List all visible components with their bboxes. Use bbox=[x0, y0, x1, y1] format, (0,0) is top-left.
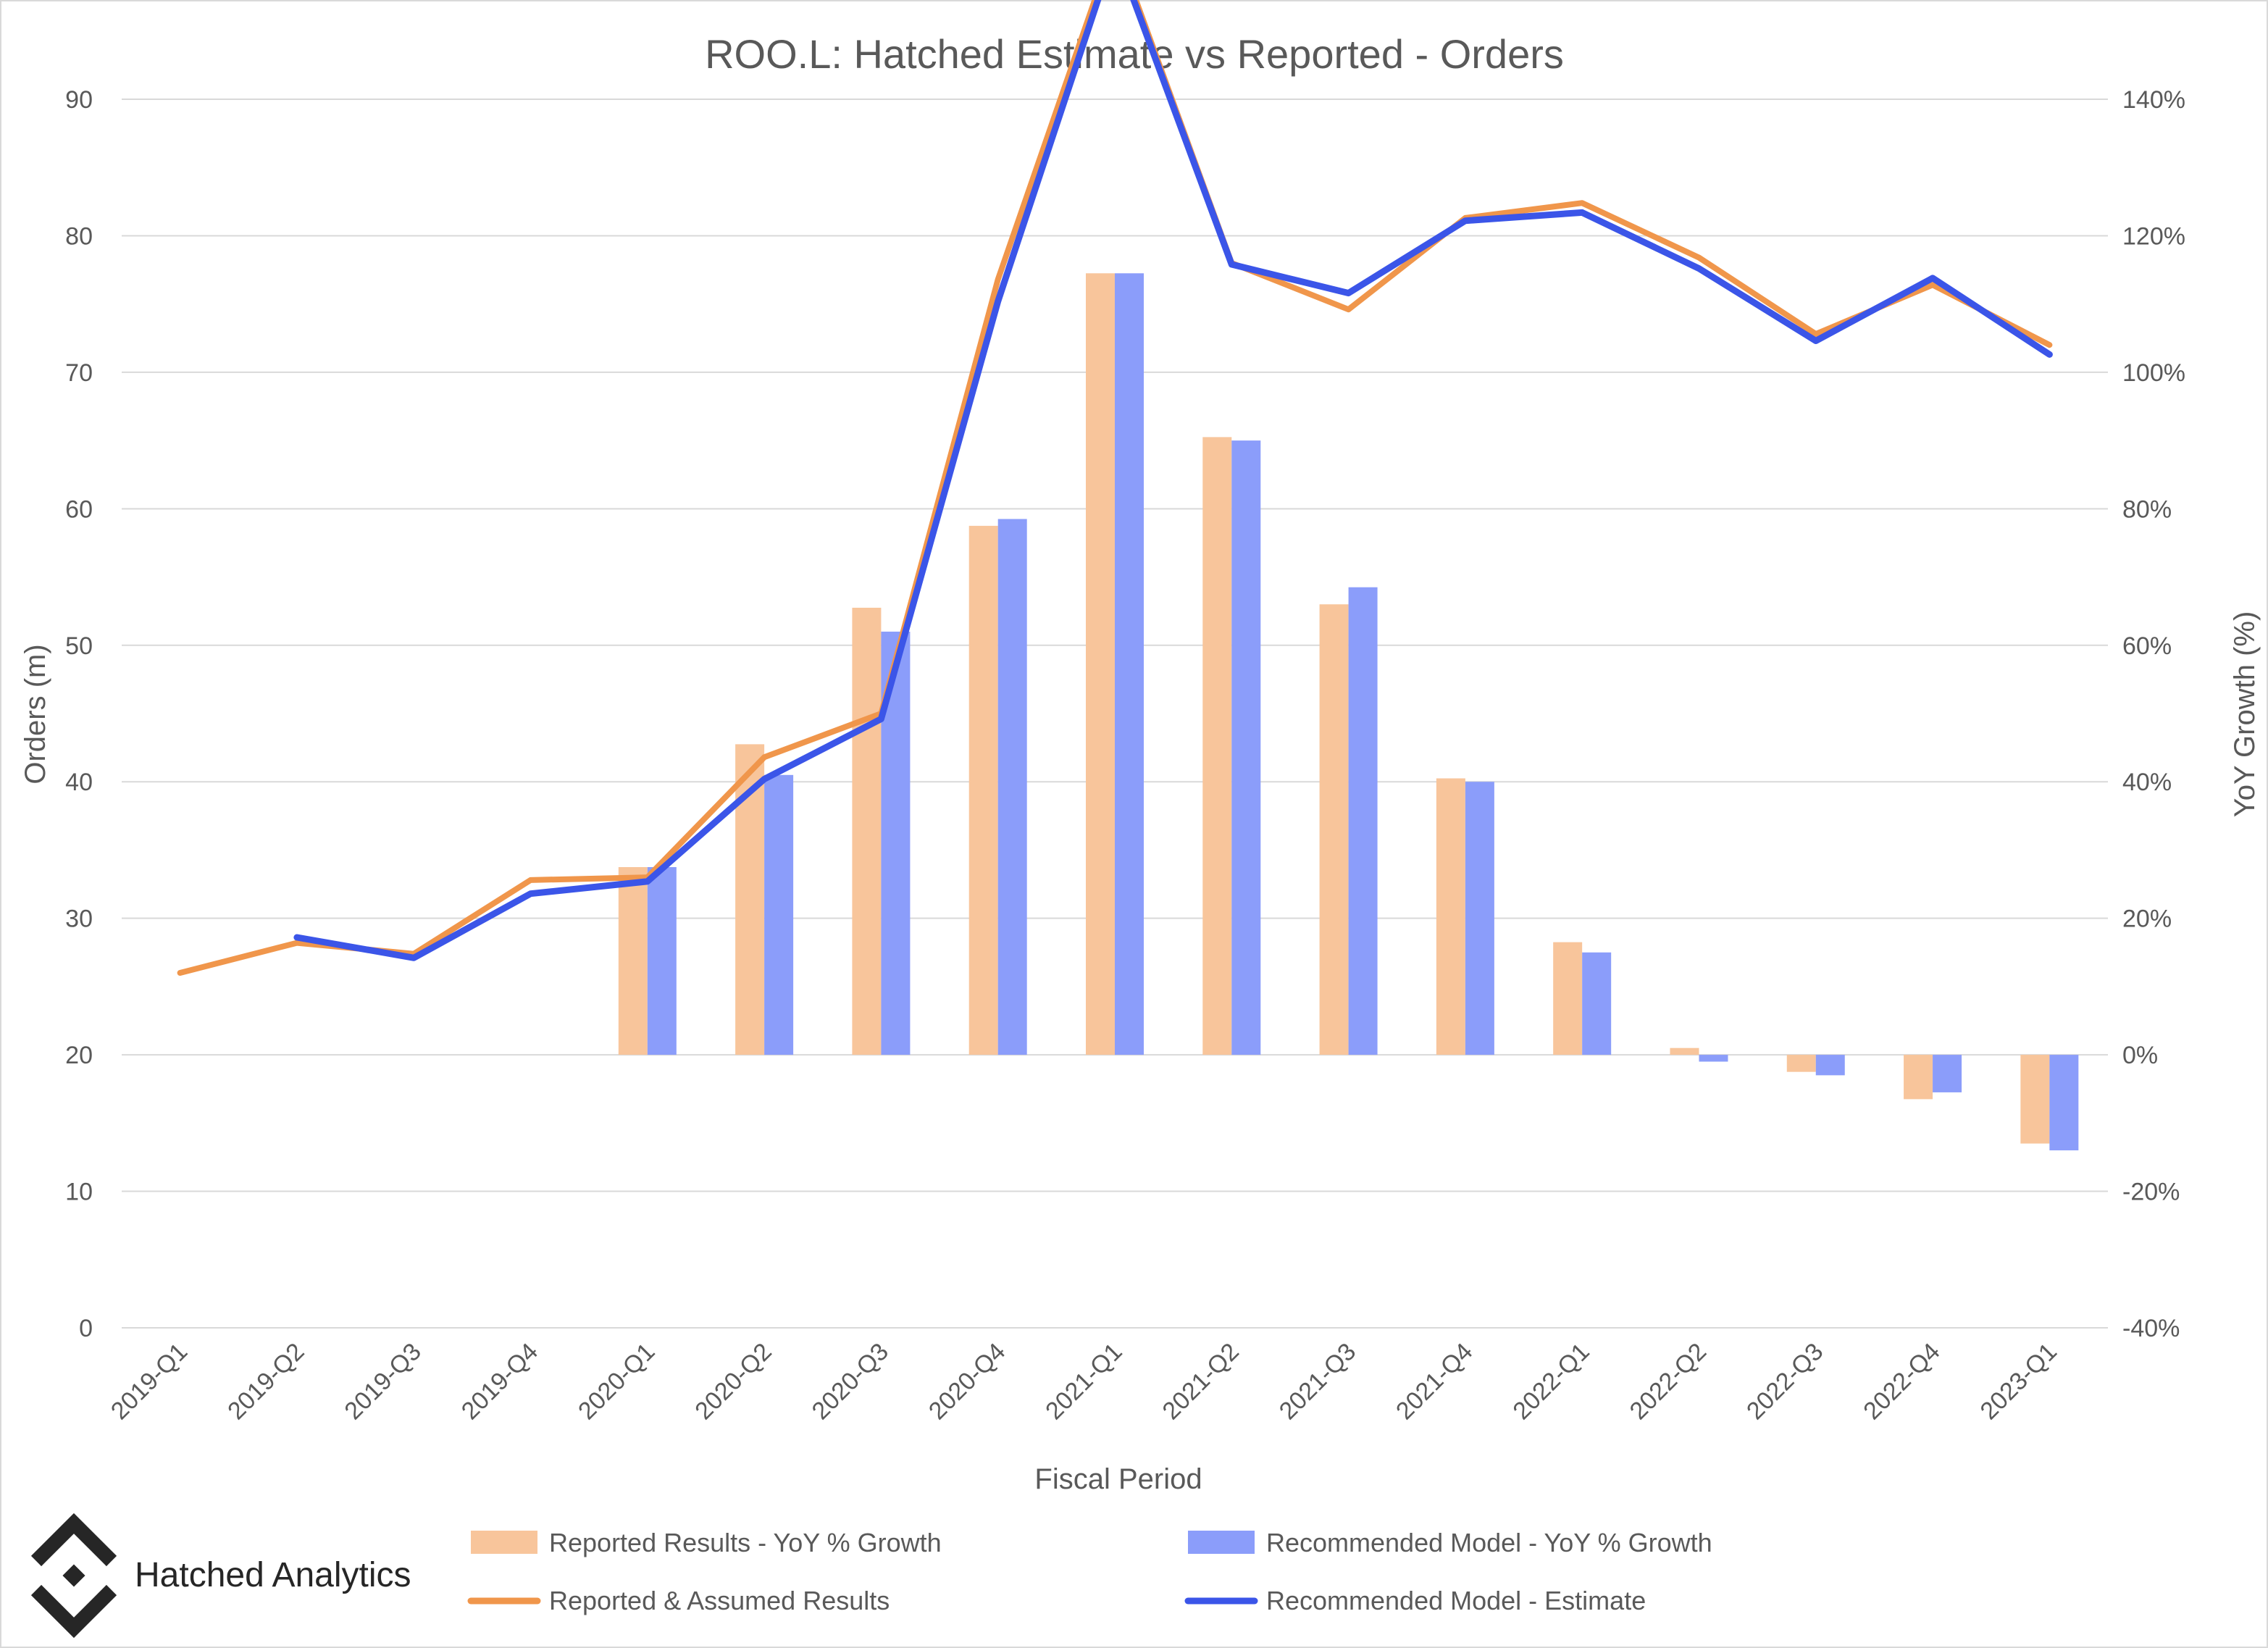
reported-growth-bar bbox=[852, 607, 882, 1055]
left-axis-ticks: 0 10 20 30 40 50 60 70 80 90 bbox=[65, 86, 93, 1342]
reported-growth-bar bbox=[1786, 1055, 1816, 1072]
x-tick-label: 2022-Q2 bbox=[1625, 1338, 1712, 1425]
reported-growth-bar bbox=[1904, 1055, 1933, 1100]
x-tick-label: 2019-Q1 bbox=[106, 1338, 193, 1425]
brand-name: Hatched Analytics bbox=[135, 1556, 411, 1594]
legend-label-model-line: Recommended Model - Estimate bbox=[1266, 1586, 1646, 1615]
x-axis-ticks: 2019-Q1 2019-Q2 2019-Q3 2019-Q4 2020-Q1 2020-… bbox=[106, 1338, 2062, 1425]
x-tick-label: 2019-Q2 bbox=[222, 1338, 309, 1425]
left-axis-label: Orders (m) bbox=[20, 644, 51, 784]
left-tick-label: 80 bbox=[65, 222, 93, 250]
left-tick-label: 40 bbox=[65, 769, 93, 796]
left-tick-label: 0 bbox=[79, 1315, 93, 1342]
model-estimate-line bbox=[293, 0, 2053, 961]
reported-results-line bbox=[177, 0, 2053, 976]
model-growth-bar bbox=[1699, 1055, 1728, 1062]
hatched-diamond-logo bbox=[30, 1513, 117, 1639]
chart-legend: Reported Results - YoY % Growth Recommen… bbox=[467, 1528, 1712, 1615]
x-tick-label: 2022-Q3 bbox=[1741, 1338, 1828, 1425]
x-tick-label: 2021-Q2 bbox=[1158, 1338, 1244, 1425]
model-growth-bar bbox=[1465, 782, 1494, 1055]
right-tick-label: 140% bbox=[2122, 86, 2185, 114]
x-tick-label: 2022-Q4 bbox=[1858, 1338, 1945, 1425]
model-growth-bar bbox=[997, 519, 1027, 1055]
left-tick-label: 60 bbox=[65, 495, 93, 523]
right-tick-label: 60% bbox=[2122, 632, 2172, 660]
reported-growth-bar bbox=[1436, 778, 1465, 1055]
x-tick-label: 2021-Q3 bbox=[1274, 1338, 1361, 1425]
model-growth-bar bbox=[2049, 1055, 2079, 1151]
reported-growth-bar bbox=[1086, 273, 1115, 1055]
left-tick-label: 70 bbox=[65, 359, 93, 387]
model-growth-bar bbox=[1815, 1055, 1845, 1076]
model-growth-bar bbox=[1231, 440, 1261, 1055]
left-tick-label: 50 bbox=[65, 632, 93, 660]
right-tick-label: 40% bbox=[2122, 769, 2172, 796]
x-tick-label: 2021-Q4 bbox=[1391, 1338, 1478, 1425]
x-tick-label: 2020-Q1 bbox=[573, 1338, 660, 1425]
x-tick-label: 2020-Q4 bbox=[924, 1338, 1010, 1425]
reported-growth-bar bbox=[968, 525, 998, 1055]
legend-label-reported-line: Reported & Assumed Results bbox=[549, 1586, 890, 1615]
right-tick-label: 20% bbox=[2122, 905, 2172, 933]
x-tick-label: 2020-Q3 bbox=[807, 1338, 894, 1425]
x-tick-label: 2022-Q1 bbox=[1507, 1338, 1594, 1425]
reported-growth-bar bbox=[2020, 1055, 2050, 1144]
model-growth-bar bbox=[647, 867, 677, 1055]
right-axis-ticks: -40% -20% 0% 20% 40% 60% 80% 100% 120% 140% bbox=[2122, 86, 2185, 1342]
left-tick-label: 20 bbox=[65, 1042, 93, 1069]
x-tick-label: 2021-Q1 bbox=[1040, 1338, 1127, 1425]
reported-growth-bar bbox=[618, 867, 648, 1055]
reported-growth-bar bbox=[1202, 437, 1232, 1055]
legend-swatch-model-growth bbox=[1188, 1531, 1255, 1554]
reported-growth-bar bbox=[1319, 604, 1349, 1055]
right-tick-label: 100% bbox=[2122, 359, 2185, 387]
left-tick-label: 10 bbox=[65, 1179, 93, 1206]
model-growth-bar bbox=[1933, 1055, 1962, 1092]
left-tick-label: 30 bbox=[65, 905, 93, 933]
growth-bars bbox=[618, 273, 2079, 1151]
model-growth-bar bbox=[1348, 587, 1378, 1055]
right-tick-label: 80% bbox=[2122, 495, 2172, 523]
legend-label-model-growth: Recommended Model - YoY % Growth bbox=[1266, 1528, 1712, 1557]
x-tick-label: 2020-Q2 bbox=[690, 1338, 777, 1425]
reported-growth-bar bbox=[1553, 942, 1583, 1055]
x-tick-label: 2019-Q4 bbox=[456, 1338, 543, 1425]
model-growth-bar bbox=[764, 774, 794, 1055]
x-tick-label: 2023-Q1 bbox=[1975, 1338, 2062, 1425]
x-tick-label: 2019-Q3 bbox=[339, 1338, 426, 1425]
legend-label-reported-growth: Reported Results - YoY % Growth bbox=[549, 1528, 942, 1557]
right-tick-label: 0% bbox=[2122, 1042, 2158, 1069]
left-tick-label: 90 bbox=[65, 86, 93, 114]
model-growth-bar bbox=[1115, 273, 1144, 1055]
gridlines bbox=[122, 99, 2108, 1329]
legend-swatch-reported-growth bbox=[471, 1531, 537, 1554]
chart-title: ROO.L: Hatched Estimate vs Reported - Or… bbox=[705, 31, 1564, 77]
right-tick-label: -20% bbox=[2122, 1179, 2180, 1206]
reported-growth-bar bbox=[1670, 1047, 1699, 1055]
model-growth-bar bbox=[1582, 952, 1612, 1055]
right-tick-label: 120% bbox=[2122, 222, 2185, 250]
right-axis-label: YoY Growth (%) bbox=[2229, 611, 2261, 818]
order-lines bbox=[177, 0, 2053, 976]
x-axis-label: Fiscal Period bbox=[1034, 1463, 1202, 1495]
right-tick-label: -40% bbox=[2122, 1315, 2180, 1342]
